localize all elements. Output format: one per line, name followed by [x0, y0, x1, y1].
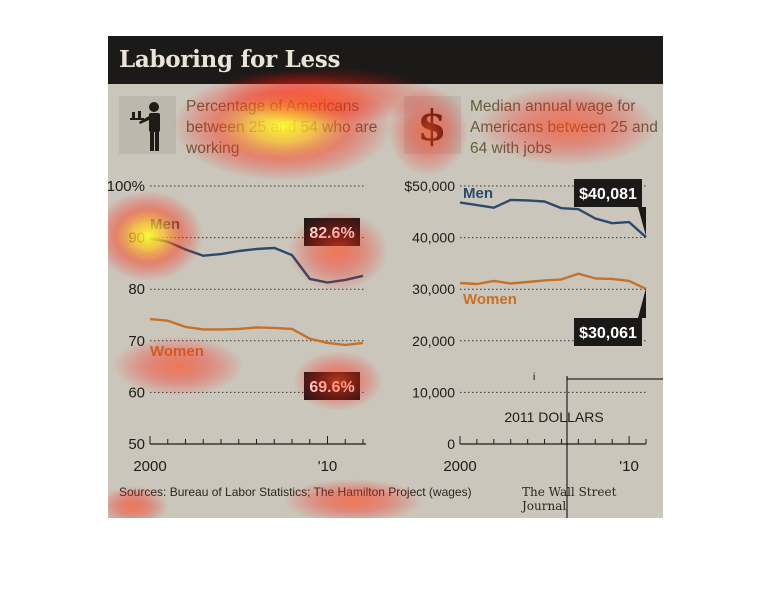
x-tick-label: '10 [619, 458, 639, 475]
series-line-women [459, 272, 647, 290]
callout-pointer [638, 207, 646, 236]
y-tick-label: 50 [128, 436, 145, 453]
callout-pointer [638, 288, 646, 318]
callout-value: $30,061 [579, 325, 637, 342]
x-tick-label: 2000 [133, 458, 166, 475]
callout-women: $30,061 [574, 288, 646, 346]
callout-value: $40,081 [579, 186, 637, 203]
series-line-men [459, 198, 647, 239]
callout-box [574, 318, 642, 346]
x-tick-label: '10 [318, 458, 338, 475]
publisher-credit: The Wall Street Journal [522, 485, 617, 513]
x-tick-label: 2000 [443, 458, 476, 475]
series-label-men: Men [463, 185, 493, 202]
callout-box [574, 179, 642, 207]
unit-note: 2011 DOLLARS [504, 409, 603, 425]
y-tick-label: 20,000 [412, 333, 455, 349]
y-tick-label: 30,000 [412, 281, 455, 297]
y-tick-label: 0 [447, 436, 455, 452]
y-tick-label: 100% [108, 178, 145, 195]
series-label-women: Women [463, 291, 517, 308]
y-tick-label: $50,000 [404, 178, 455, 194]
waiter-icon [119, 96, 176, 154]
series-line-women [149, 317, 364, 347]
y-tick-label: 10,000 [412, 384, 455, 400]
callout-men: $40,081 [574, 179, 646, 236]
infographic: Laboring for Less Percentage of American… [108, 36, 663, 518]
svg-text:i: i [533, 372, 535, 383]
cursor-crosshair: i [533, 372, 663, 518]
y-tick-label: 40,000 [412, 230, 455, 246]
y-tick-label: 80 [128, 281, 145, 298]
